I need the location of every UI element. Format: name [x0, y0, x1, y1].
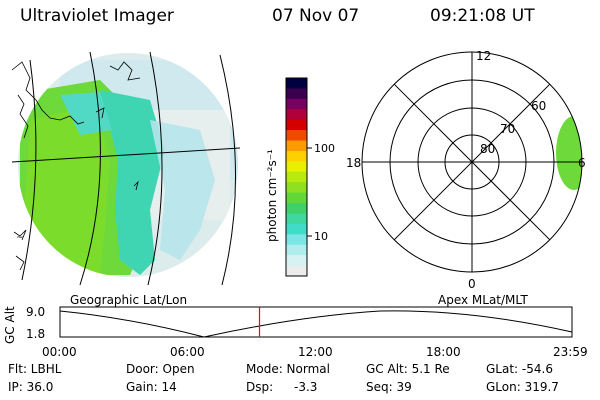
xtick-1200: 12:00	[298, 345, 333, 359]
status-glat: GLat: -54.6	[486, 362, 553, 376]
colorbar-segment	[286, 109, 307, 121]
altitude-curve	[59, 310, 573, 338]
ytick-1-8: 1.8	[26, 327, 45, 341]
coast-fragment-icon: ~	[16, 233, 24, 243]
status-ip: IP: 36.0	[8, 380, 54, 394]
mlt-label-18: 18	[346, 156, 361, 170]
colorbar-segment	[286, 203, 307, 214]
mlt-label-0: 0	[468, 277, 476, 291]
colorbar-segment	[286, 182, 307, 194]
colorbar-segment	[286, 265, 307, 277]
colorbar-unit-label: photon cm⁻²s⁻¹	[265, 149, 279, 242]
mlt-label-12: 12	[476, 49, 491, 63]
colorbar-segment	[286, 140, 307, 152]
status-glon: GLon: 319.7	[486, 380, 559, 394]
colorbar-segment	[286, 213, 307, 225]
colorbar-segment	[286, 130, 307, 142]
status-gc-alt: GC Alt: 5.1 Re	[366, 362, 450, 376]
status-dsp-value: -3.3	[294, 380, 318, 394]
mlt-label-6: 6	[578, 156, 586, 170]
colorbar-segment	[286, 223, 307, 235]
xtick-2359: 23:59	[553, 345, 588, 359]
colorbar-tick-10: 10	[314, 230, 328, 243]
xtick-0000: 00:00	[42, 345, 77, 359]
colorbar-segment	[286, 234, 307, 246]
status-dsp-label: Dsp:	[246, 380, 274, 394]
status-seq: Seq: 39	[366, 380, 412, 394]
observation-time: 09:21:08 UT	[430, 6, 535, 26]
status-mode: Mode: Normal	[246, 362, 330, 376]
status-door: Door: Open	[126, 362, 195, 376]
colorbar-segment	[286, 78, 307, 89]
colorbar-segment	[286, 255, 307, 267]
mlat-label-60: 60	[531, 99, 546, 113]
gc-alt-ylabel: GC Alt	[3, 306, 17, 344]
geo-panel-label: Geographic Lat/Lon	[70, 293, 188, 307]
apex-panel-label: Apex MLat/MLT	[438, 293, 528, 307]
colorbar-segment	[286, 98, 307, 110]
status-filter: Flt: LBHL	[8, 362, 62, 376]
colorbar-segment	[286, 171, 307, 183]
xtick-0600: 06:00	[170, 345, 205, 359]
colorbar-segment	[286, 88, 307, 100]
colorbar-segment	[286, 119, 307, 131]
colorbar-tick-100: 100	[314, 142, 335, 155]
status-gain: Gain: 14	[126, 380, 177, 394]
app-title: Ultraviolet Imager	[20, 6, 174, 26]
aurora-oval-patch	[556, 116, 582, 190]
observation-date: 07 Nov 07	[272, 6, 360, 26]
xtick-1800: 18:00	[426, 345, 461, 359]
mlat-label-70: 70	[500, 122, 515, 136]
mlat-label-80: 80	[480, 142, 495, 156]
colorbar-segment	[286, 150, 307, 162]
colorbar-segment	[286, 161, 307, 173]
lat-lon-grid	[11, 51, 241, 286]
colorbar-segment	[286, 192, 307, 204]
colorbar-segment	[286, 244, 307, 256]
ytick-9: 9.0	[26, 305, 45, 319]
